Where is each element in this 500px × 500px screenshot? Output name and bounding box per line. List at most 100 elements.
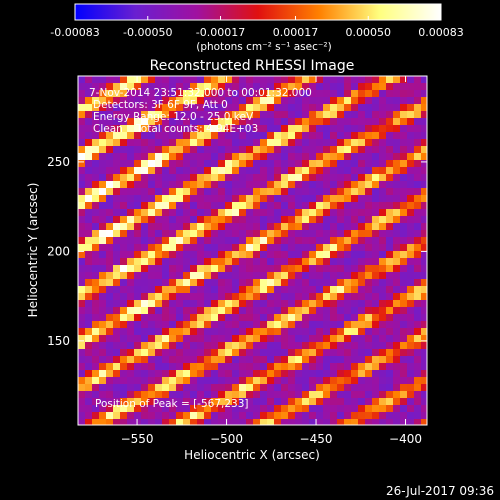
heatmap-cell bbox=[393, 398, 401, 406]
heatmap-cell bbox=[365, 104, 373, 112]
heatmap-cell bbox=[407, 181, 415, 189]
heatmap-cell bbox=[253, 230, 261, 238]
heatmap-cell bbox=[253, 272, 261, 280]
heatmap-cell bbox=[253, 195, 261, 203]
heatmap-cell bbox=[246, 188, 254, 196]
heatmap-cell bbox=[323, 342, 331, 350]
heatmap-cell bbox=[99, 258, 107, 266]
heatmap-cell bbox=[351, 188, 359, 196]
heatmap-cell bbox=[218, 286, 226, 294]
heatmap-cell bbox=[183, 223, 191, 231]
heatmap-cell bbox=[162, 405, 170, 413]
heatmap-cell bbox=[267, 139, 275, 147]
heatmap-cell bbox=[309, 398, 317, 406]
heatmap-cell bbox=[246, 398, 254, 406]
heatmap-cell bbox=[204, 405, 212, 413]
heatmap-cell bbox=[400, 188, 408, 196]
heatmap-cell bbox=[127, 321, 135, 329]
heatmap-cell bbox=[337, 251, 345, 259]
heatmap-cell bbox=[365, 125, 373, 133]
heatmap-cell bbox=[351, 90, 359, 98]
heatmap-cell bbox=[421, 132, 427, 140]
heatmap-cell bbox=[274, 160, 282, 168]
heatmap-cell bbox=[309, 307, 317, 315]
heatmap-cell bbox=[260, 181, 268, 189]
heatmap-cell bbox=[225, 349, 233, 357]
heatmap-cell bbox=[232, 237, 240, 245]
heatmap-cell bbox=[344, 209, 352, 217]
heatmap-cell bbox=[92, 398, 100, 406]
heatmap-cell bbox=[141, 405, 149, 413]
heatmap-cell bbox=[253, 293, 261, 301]
heatmap-cell bbox=[393, 195, 401, 203]
heatmap-cell bbox=[309, 237, 317, 245]
heatmap-cell bbox=[113, 160, 121, 168]
heatmap-cell bbox=[260, 335, 268, 343]
heatmap-cell bbox=[316, 265, 324, 273]
heatmap-cell bbox=[414, 153, 422, 161]
heatmap-cell bbox=[106, 230, 114, 238]
heatmap-cell bbox=[120, 349, 128, 357]
heatmap-cell bbox=[407, 405, 415, 413]
heatmap-cell bbox=[351, 160, 359, 168]
heatmap-cell bbox=[302, 209, 310, 217]
heatmap-cell bbox=[379, 391, 387, 399]
heatmap-cell bbox=[225, 97, 233, 105]
heatmap-cell bbox=[414, 167, 422, 175]
heatmap-cell bbox=[386, 125, 394, 133]
heatmap-cell bbox=[99, 419, 107, 425]
heatmap-cell bbox=[211, 370, 219, 378]
heatmap-cell bbox=[78, 181, 86, 189]
heatmap-cell bbox=[274, 153, 282, 161]
heatmap-cell bbox=[330, 377, 338, 385]
heatmap-cell bbox=[323, 349, 331, 357]
heatmap-cell bbox=[274, 188, 282, 196]
heatmap-cell bbox=[99, 307, 107, 315]
heatmap-cell bbox=[92, 328, 100, 336]
heatmap-cell bbox=[92, 377, 100, 385]
heatmap-cell bbox=[260, 307, 268, 315]
heatmap-cell bbox=[407, 307, 415, 315]
heatmap-cell bbox=[204, 328, 212, 336]
heatmap-cell bbox=[267, 349, 275, 357]
heatmap-cell bbox=[351, 391, 359, 399]
heatmap-cell bbox=[176, 342, 184, 350]
heatmap-cell bbox=[309, 188, 317, 196]
heatmap-cell bbox=[358, 286, 366, 294]
heatmap-cell bbox=[183, 90, 191, 98]
heatmap-cell bbox=[358, 90, 366, 98]
heatmap-cell bbox=[274, 76, 282, 84]
heatmap-cell bbox=[85, 335, 93, 343]
heatmap-cell bbox=[92, 300, 100, 308]
heatmap-cell bbox=[232, 90, 240, 98]
heatmap-cell bbox=[414, 328, 422, 336]
heatmap-cell bbox=[295, 384, 303, 392]
heatmap-cell bbox=[148, 265, 156, 273]
heatmap-cell bbox=[421, 167, 427, 175]
heatmap-cell bbox=[113, 90, 121, 98]
heatmap-cell bbox=[302, 139, 310, 147]
heatmap-cell bbox=[190, 139, 198, 147]
heatmap-cell bbox=[400, 314, 408, 322]
heatmap-cell bbox=[78, 153, 86, 161]
heatmap-cell bbox=[309, 349, 317, 357]
heatmap-cell bbox=[316, 405, 324, 413]
heatmap-cell bbox=[120, 251, 128, 259]
heatmap-cell bbox=[99, 377, 107, 385]
heatmap-cell bbox=[330, 314, 338, 322]
heatmap-cell bbox=[211, 335, 219, 343]
heatmap-cell bbox=[372, 167, 380, 175]
heatmap-cell bbox=[253, 377, 261, 385]
heatmap-cell bbox=[85, 258, 93, 266]
heatmap-cell bbox=[169, 363, 177, 371]
heatmap-cell bbox=[239, 258, 247, 266]
heatmap-cell bbox=[253, 342, 261, 350]
heatmap-cell bbox=[267, 412, 275, 420]
heatmap-cell bbox=[176, 202, 184, 210]
heatmap-cell bbox=[148, 342, 156, 350]
heatmap-cell bbox=[274, 307, 282, 315]
heatmap-cell bbox=[225, 286, 233, 294]
heatmap-cell bbox=[190, 286, 198, 294]
heatmap-cell bbox=[183, 405, 191, 413]
heatmap-cell bbox=[183, 370, 191, 378]
